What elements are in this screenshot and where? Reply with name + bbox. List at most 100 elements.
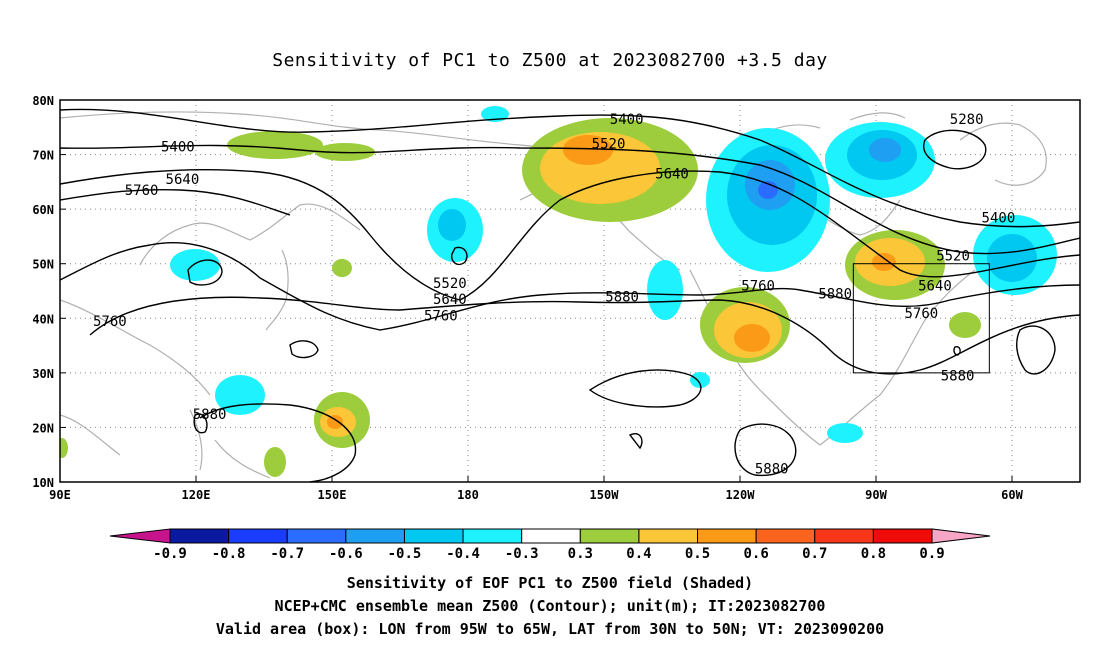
lat-label: 70N xyxy=(32,149,54,163)
valid-area-box xyxy=(852,263,990,374)
caption-contour: NCEP+CMC ensemble mean Z500 (Contour); u… xyxy=(274,597,826,615)
longitude-labels: 90E 120E 150E 180 150W 120W 90W 60W xyxy=(49,476,1024,502)
contour-5880-wpac xyxy=(199,403,357,482)
shade-negative-asia xyxy=(170,249,220,281)
coastline-seasia xyxy=(60,409,271,479)
contour-label: 5280 xyxy=(950,112,984,128)
colorbar-swatch xyxy=(286,528,347,544)
contour-label: 5760 xyxy=(904,306,938,322)
contour-closed-atl xyxy=(1016,325,1056,375)
shade-negative-atlantic-mid xyxy=(987,234,1037,282)
contour-5760-south xyxy=(60,242,1080,331)
shade-positive-alaska-inner xyxy=(563,135,613,165)
lat-label: 80N xyxy=(32,94,54,108)
shade-positive-atlantic xyxy=(949,312,981,338)
contour-labels: 5400564057605760588055205640576058805400… xyxy=(93,112,1015,477)
lat-label: 60N xyxy=(32,203,54,217)
colorbar-swatch xyxy=(755,528,816,544)
colorbar-label: 0.6 xyxy=(744,546,769,562)
colorbar-swatch xyxy=(872,528,933,544)
colorbar-label: -0.4 xyxy=(446,546,480,562)
contour-label: 5520 xyxy=(936,249,970,265)
contour-label: 5760 xyxy=(125,183,159,199)
contour-label: 5760 xyxy=(424,309,458,325)
contour-closed-asia xyxy=(187,259,223,286)
contour-label: 5400 xyxy=(161,139,195,155)
latitude-labels: 80N 70N 60N 50N 40N 30N 20N 10N xyxy=(32,94,66,490)
contour-label: 5520 xyxy=(433,276,467,292)
coastline-na-east xyxy=(819,269,976,446)
colorbar-label: 0.3 xyxy=(568,546,593,562)
colorbar-low-arrow xyxy=(109,528,171,544)
contour-5760-north xyxy=(60,188,291,216)
coastline-siberia xyxy=(60,111,601,176)
lon-label: 60W xyxy=(1001,488,1023,502)
colorbar-label: 0.4 xyxy=(626,546,651,562)
contour-5520 xyxy=(60,144,1080,255)
coastline-china xyxy=(60,299,211,396)
contour-label: 5760 xyxy=(741,279,775,295)
contour-closed-hudson xyxy=(628,433,643,450)
colorbar-swatch xyxy=(462,528,523,544)
contour-label: 5880 xyxy=(755,461,789,477)
contour-label: 5880 xyxy=(193,407,227,423)
shade-positive-westedge xyxy=(60,438,68,458)
contour-label: 5640 xyxy=(655,167,689,183)
colorbar-swatch xyxy=(169,528,230,544)
colorbar-label: 0.9 xyxy=(919,546,944,562)
lon-label: 150W xyxy=(590,488,620,502)
colorbar-high-arrow xyxy=(931,528,991,544)
contour-closed-jp xyxy=(289,340,319,359)
lon-label: 90W xyxy=(865,488,887,502)
shade-positive-tropics xyxy=(264,447,286,477)
contour-closed-npac xyxy=(451,246,468,266)
lat-label: 40N xyxy=(32,312,54,326)
coastline-na-west xyxy=(689,269,821,446)
colorbar: -0.9 -0.8 -0.7 -0.6 -0.5 -0.4 -0.3 0.3 0.4 0.5 0.6… xyxy=(109,528,991,562)
contour-label: 5760 xyxy=(93,314,127,330)
lat-label: 30N xyxy=(32,367,54,381)
plot-frame xyxy=(59,99,1081,483)
caption-valid-area: Valid area (box): LON from 95W to 65W, L… xyxy=(215,620,885,638)
coastline-japan xyxy=(265,249,289,331)
colorbar-swatch xyxy=(228,528,288,544)
shade-positive-pacific-small xyxy=(332,259,352,277)
lon-label: 180 xyxy=(457,488,479,502)
lon-label: 120E xyxy=(182,488,211,502)
colorbar-label: 0.8 xyxy=(861,546,886,562)
contour-5400 xyxy=(60,108,1080,228)
lon-label: 150E xyxy=(318,488,347,502)
contour-label: 5880 xyxy=(818,287,852,303)
shade-positive-wnamerica-inner xyxy=(734,324,770,352)
colorbar-swatch xyxy=(579,528,640,544)
colorbar-swatch xyxy=(403,528,464,544)
colorbar-swatch xyxy=(638,528,699,544)
shade-negative-mexico xyxy=(690,372,710,388)
shade-negative-midpacific xyxy=(481,106,509,122)
lat-label: 20N xyxy=(32,421,54,435)
contour-5640 xyxy=(60,168,1080,301)
sensitivity-shading xyxy=(60,106,1057,477)
contour-5880-pac xyxy=(588,369,702,408)
lat-label: 10N xyxy=(32,476,54,490)
lat-label: 50N xyxy=(32,258,54,272)
colorbar-label: 0.7 xyxy=(802,546,827,562)
shade-positive-wpacific-inner xyxy=(327,415,343,429)
colorbar-label: -0.8 xyxy=(212,546,246,562)
shade-positive-glakes-inner xyxy=(872,253,896,271)
colorbar-label: 0.5 xyxy=(685,546,710,562)
z500-contours xyxy=(60,108,1080,482)
colorbar-swatch xyxy=(345,528,405,544)
shade-negative-baffin-inner xyxy=(869,138,901,162)
colorbar-label: -0.6 xyxy=(329,546,363,562)
map-title: Sensitivity of PC1 to Z500 at 2023082700… xyxy=(272,50,828,71)
colorbar-label: -0.5 xyxy=(388,546,422,562)
coastline-asia-east xyxy=(139,203,361,266)
contour-label: 5640 xyxy=(433,292,467,308)
colorbar-label: -0.7 xyxy=(270,546,304,562)
contour-closed-baffin xyxy=(923,129,987,170)
lon-label: 90E xyxy=(49,488,71,502)
contour-label: 5520 xyxy=(592,137,626,153)
colorbar-swatch xyxy=(697,528,757,544)
contour-closed-wpac2 xyxy=(193,413,208,434)
